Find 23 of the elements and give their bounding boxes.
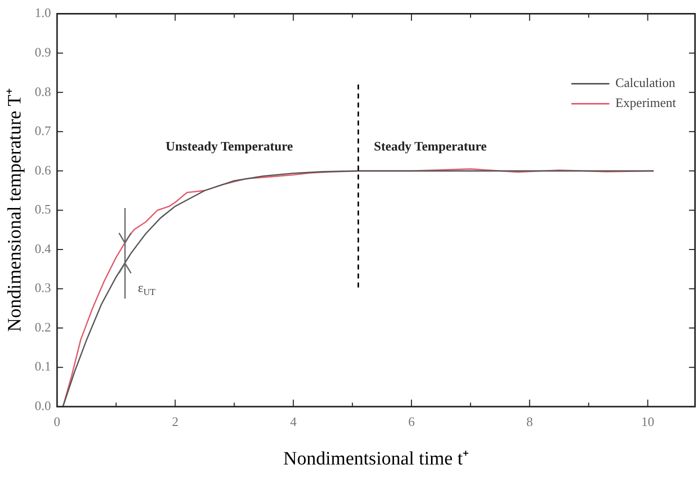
y-tick-label: 0.9	[34, 44, 52, 60]
legend-label: Calculation	[615, 75, 676, 90]
y-tick-label: 0.4	[34, 240, 52, 256]
y-tick-label: 0.8	[34, 84, 52, 99]
annotation: Unsteady Temperature	[166, 138, 294, 154]
x-tick-label: 2	[172, 414, 178, 429]
y-tick-label: 0.0	[34, 398, 52, 414]
y-axis-title: Nondimensional temperature T⁺	[4, 88, 26, 332]
x-tick-label: 0	[54, 414, 60, 429]
x-tick-label: 10	[641, 414, 654, 429]
y-tick-label: 0.2	[34, 319, 52, 334]
x-tick-label: 4	[290, 414, 298, 429]
y-tick-label: 0.6	[34, 162, 52, 178]
y-tick-label: 0.7	[34, 123, 52, 138]
annotation: Steady Temperature	[374, 138, 487, 154]
y-tick-label: 0.3	[34, 280, 52, 296]
y-tick-label: 0.1	[34, 358, 52, 374]
legend-label: Experiment	[615, 95, 676, 110]
y-tick-label: 0.5	[34, 202, 52, 217]
x-axis-title: Nondimentsional time t⁺	[283, 448, 469, 470]
x-tick-label: 8	[526, 414, 533, 429]
x-tick-label: 6	[408, 414, 416, 429]
y-tick-label: 1.0	[34, 5, 52, 20]
